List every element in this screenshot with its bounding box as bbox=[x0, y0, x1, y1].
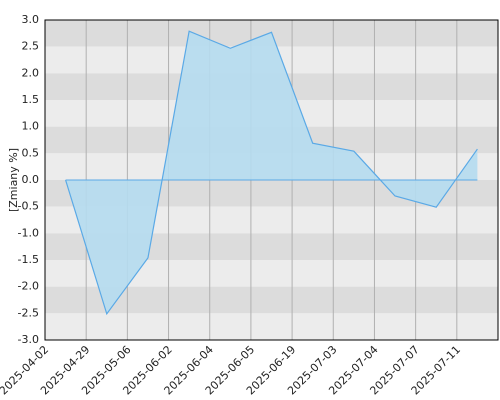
y-tick-label: 2.0 bbox=[22, 66, 40, 79]
grid-band bbox=[45, 313, 498, 340]
y-tick-label: -2.0 bbox=[18, 280, 39, 293]
y-axis-label: [Zmiany %] bbox=[7, 148, 20, 212]
y-tick-label: 0.5 bbox=[22, 146, 40, 159]
line bbox=[65, 30, 478, 316]
y-tick-label: -2.5 bbox=[18, 306, 39, 319]
y-tick-label: 1.5 bbox=[22, 93, 40, 106]
y-tick-label: 2.5 bbox=[22, 40, 40, 53]
y-tick-label: 3.0 bbox=[22, 13, 40, 26]
y-tick-label: -1.0 bbox=[18, 226, 39, 239]
y-tick-label: 1.0 bbox=[22, 120, 40, 133]
y-tick-label: 0.0 bbox=[22, 173, 40, 186]
plot-border bbox=[44, 19, 499, 341]
y-tick-label: -0.5 bbox=[18, 200, 39, 213]
y-tick-label: -3.0 bbox=[18, 333, 39, 346]
area bbox=[65, 31, 478, 314]
y-tick-label: -1.5 bbox=[18, 253, 39, 266]
